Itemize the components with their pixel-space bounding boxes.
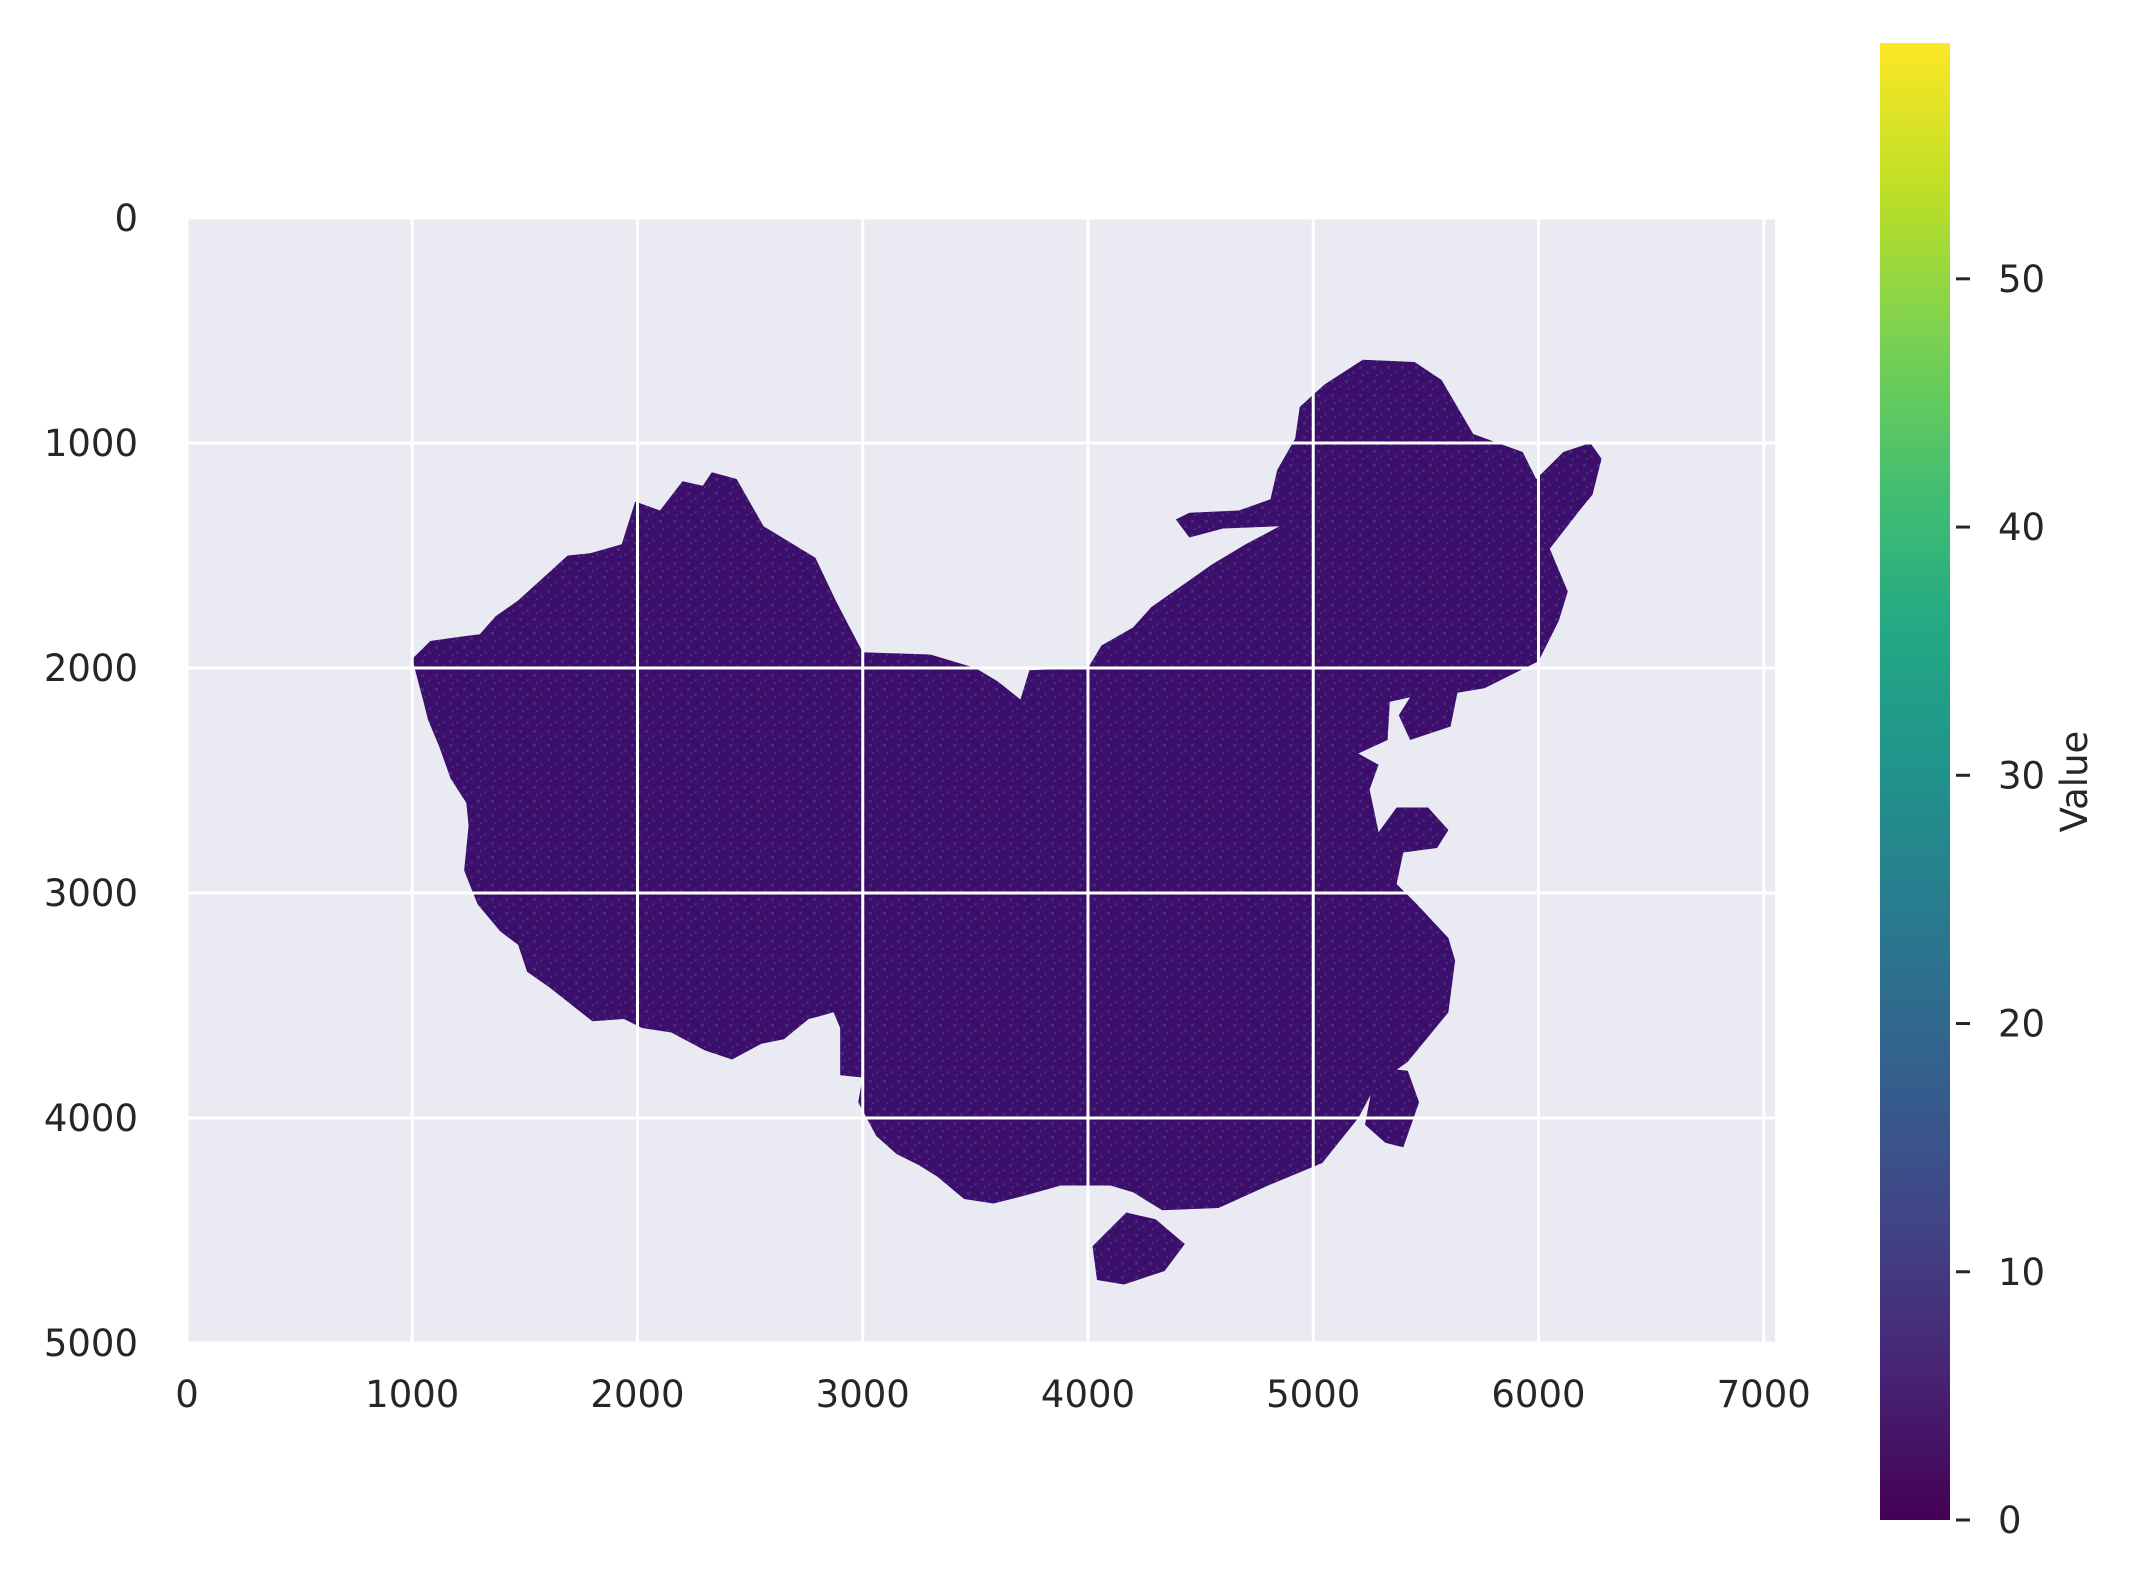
x-tick-label: 0: [175, 1373, 199, 1416]
x-tick-label: 3000: [816, 1373, 910, 1416]
y-tick-label: 2000: [44, 647, 138, 690]
x-tick-label: 5000: [1266, 1373, 1360, 1416]
x-tick-label: 6000: [1491, 1373, 1585, 1416]
y-tick-label: 5000: [44, 1322, 138, 1365]
colorbar: [1880, 43, 1950, 1520]
raster-region-taiwan: [1365, 1068, 1420, 1148]
raster-region-hainan: [1092, 1212, 1185, 1285]
colorbar-tick-label: 30: [1998, 754, 2045, 797]
colorbar-tick-label: 20: [1998, 1003, 2045, 1046]
colorbar-tick-label: 10: [1998, 1251, 2045, 1294]
y-tick-label: 1000: [44, 422, 138, 465]
x-tick-label: 1000: [365, 1373, 459, 1416]
y-axis-ticks: 0 1000 2000 3000 4000 5000: [44, 197, 138, 1365]
x-tick-label: 4000: [1041, 1373, 1135, 1416]
colorbar-tick-label: 0: [1998, 1499, 2022, 1542]
y-tick-label: 4000: [44, 1097, 138, 1140]
colorbar-tick-label: 40: [1998, 506, 2045, 549]
grid-lines: [185, 216, 1775, 1345]
raster-region-mainland: [412, 359, 1602, 1211]
y-tick-label: 3000: [44, 872, 138, 915]
x-axis-ticks: 0 1000 2000 3000 4000 5000 6000 7000: [175, 1373, 1811, 1416]
colorbar-label: Value: [2053, 731, 2096, 833]
colorbar-ticks: 0 10 20 30 40 50: [1956, 258, 2045, 1542]
x-tick-label: 7000: [1717, 1373, 1811, 1416]
y-tick-label: 0: [114, 197, 138, 240]
x-tick-label: 2000: [590, 1373, 684, 1416]
colorbar-tick-label: 50: [1998, 258, 2045, 301]
heatmap-raster: [412, 359, 1602, 1285]
